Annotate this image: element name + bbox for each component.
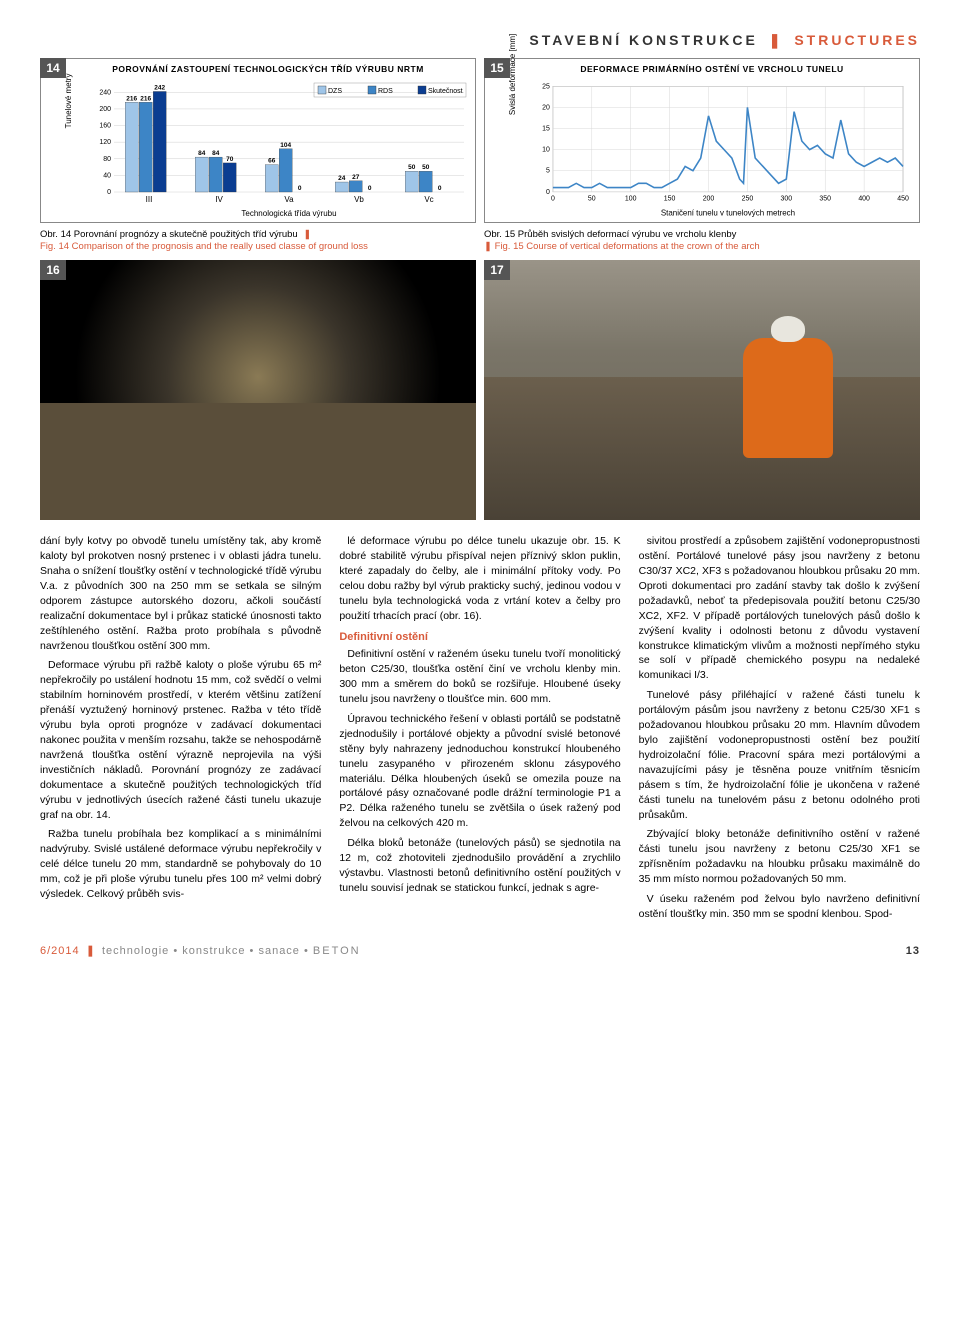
photo-17: 17 (484, 260, 920, 520)
para: Tunelové pásy přiléhající v ražené části… (639, 688, 920, 822)
figure-number: 15 (484, 58, 510, 78)
svg-text:0: 0 (546, 188, 550, 195)
para: Deformace výrubu při ražbě kaloty o ploš… (40, 658, 321, 822)
svg-text:0: 0 (298, 185, 302, 192)
caption-en: Fig. 14 Comparison of the prognosis and … (40, 241, 368, 252)
para: Zbývající bloky betonáže definitivního o… (639, 827, 920, 887)
footer-word: konstrukce (182, 945, 245, 957)
svg-text:84: 84 (198, 150, 206, 157)
svg-text:IV: IV (215, 195, 223, 204)
svg-text:0: 0 (551, 195, 555, 202)
heading-cz: STAVEBNÍ KONSTRUKCE (529, 32, 757, 48)
svg-text:0: 0 (438, 185, 442, 192)
captions-row: Obr. 14 Porovnání prognózy a skutečně po… (40, 229, 920, 255)
svg-text:5: 5 (546, 167, 550, 174)
svg-text:160: 160 (99, 122, 111, 129)
svg-text:400: 400 (858, 195, 870, 202)
page-number: 13 (906, 944, 920, 960)
svg-text:Vb: Vb (354, 195, 364, 204)
para: dání byly kotvy po obvodě tunelu umístěn… (40, 534, 321, 653)
svg-text:20: 20 (542, 104, 550, 111)
figure-number: 17 (484, 260, 510, 280)
para: Definitivní ostění v raženém úseku tunel… (339, 647, 620, 707)
y-axis-label: Tunelové metry (63, 73, 75, 128)
subheading: Definitivní ostění (339, 630, 620, 646)
figure-number: 16 (40, 260, 66, 280)
svg-text:104: 104 (280, 141, 291, 148)
para: Délka bloků betonáže (tunelových pásů) s… (339, 836, 620, 896)
body-text: dání byly kotvy po obvodě tunelu umístěn… (40, 534, 920, 922)
svg-text:DZS: DZS (328, 88, 342, 95)
svg-text:40: 40 (103, 172, 111, 179)
svg-text:50: 50 (422, 164, 430, 171)
photo-16: 16 (40, 260, 476, 520)
svg-text:15: 15 (542, 125, 550, 132)
svg-text:80: 80 (103, 155, 111, 162)
para: Úpravou technického řešení v oblasti por… (339, 712, 620, 831)
caption-14: Obr. 14 Porovnání prognózy a skutečně po… (40, 229, 476, 255)
svg-text:0: 0 (368, 185, 372, 192)
svg-text:120: 120 (99, 139, 111, 146)
svg-text:240: 240 (99, 89, 111, 96)
svg-text:25: 25 (542, 83, 550, 90)
heading-en: STRUCTURES (794, 32, 920, 48)
footer-word: sanace (258, 945, 299, 957)
svg-text:III: III (146, 195, 153, 204)
section-heading: STAVEBNÍ KONSTRUKCE ❚ STRUCTURES (40, 30, 920, 50)
svg-text:300: 300 (781, 195, 793, 202)
figure-number: 14 (40, 58, 66, 78)
line-chart-svg: 0 50 100 150 200 250 300 350 400 450 0 5 10 15 20 25 Sta… (531, 80, 909, 220)
svg-text:66: 66 (268, 157, 276, 164)
svg-text:Va: Va (284, 195, 294, 204)
svg-text:Technologická třída výrubu: Technologická třída výrubu (241, 209, 336, 218)
y-axis-label: Svislá deformace [mm] (507, 33, 519, 114)
para: lé deformace výrubu po délce tunelu ukaz… (339, 534, 620, 623)
svg-text:200: 200 (99, 106, 111, 113)
bar-chart-svg: 04080120160200240DZSRDSSkutečnost2162162… (87, 80, 469, 220)
para: Ražba tunelu probíhala bez komplikací a … (40, 827, 321, 902)
caption-cz: Obr. 15 Průběh svislých deformací výrubu… (484, 229, 736, 240)
svg-text:10: 10 (542, 146, 550, 153)
svg-text:242: 242 (154, 84, 165, 91)
svg-text:RDS: RDS (378, 88, 393, 95)
chart-15: 15 DEFORMACE PRIMÁRNÍHO OSTĚNÍ VE VRCHOL… (484, 58, 920, 222)
svg-text:70: 70 (226, 156, 234, 163)
caption-en: Fig. 15 Course of vertical deformations … (495, 241, 760, 252)
heading-sep: ❚ (769, 32, 784, 48)
chart-title: DEFORMACE PRIMÁRNÍHO OSTĚNÍ VE VRCHOLU T… (511, 63, 913, 75)
issue: 6/2014 (40, 945, 80, 957)
svg-text:216: 216 (126, 95, 137, 102)
svg-text:0: 0 (107, 189, 111, 196)
svg-text:100: 100 (625, 195, 637, 202)
para: V úseku raženém pod želvou bylo navrženo… (639, 892, 920, 922)
svg-text:216: 216 (140, 95, 151, 102)
svg-text:150: 150 (664, 195, 676, 202)
svg-text:84: 84 (212, 150, 220, 157)
caption-cz: Obr. 14 Porovnání prognózy a skutečně po… (40, 229, 298, 240)
svg-text:27: 27 (352, 173, 360, 180)
footer-left: 6/2014 ❚ technologie • konstrukce • sana… (40, 944, 361, 960)
caption-15: Obr. 15 Průběh svislých deformací výrubu… (484, 229, 920, 255)
para: sivitou prostředí a způsobem zajištění v… (639, 534, 920, 683)
svg-text:350: 350 (819, 195, 831, 202)
svg-text:250: 250 (742, 195, 754, 202)
footer-word: BETON (313, 945, 361, 957)
photo-row: 16 17 (40, 260, 920, 520)
svg-text:Skutečnost: Skutečnost (428, 88, 463, 95)
svg-text:Vc: Vc (424, 195, 433, 204)
svg-text:50: 50 (588, 195, 596, 202)
page-footer: 6/2014 ❚ technologie • konstrukce • sana… (40, 940, 920, 960)
svg-text:24: 24 (338, 175, 346, 182)
footer-word: technologie (102, 945, 169, 957)
chart-14: 14 POROVNÁNÍ ZASTOUPENÍ TECHNOLOGICKÝCH … (40, 58, 476, 222)
chart-title: POROVNÁNÍ ZASTOUPENÍ TECHNOLOGICKÝCH TŘÍ… (67, 63, 469, 75)
svg-text:450: 450 (897, 195, 909, 202)
svg-text:200: 200 (703, 195, 715, 202)
charts-row: 14 POROVNÁNÍ ZASTOUPENÍ TECHNOLOGICKÝCH … (40, 58, 920, 222)
svg-text:Staničení tunelu v tunelových: Staničení tunelu v tunelových metrech (661, 208, 795, 217)
svg-text:50: 50 (408, 164, 416, 171)
